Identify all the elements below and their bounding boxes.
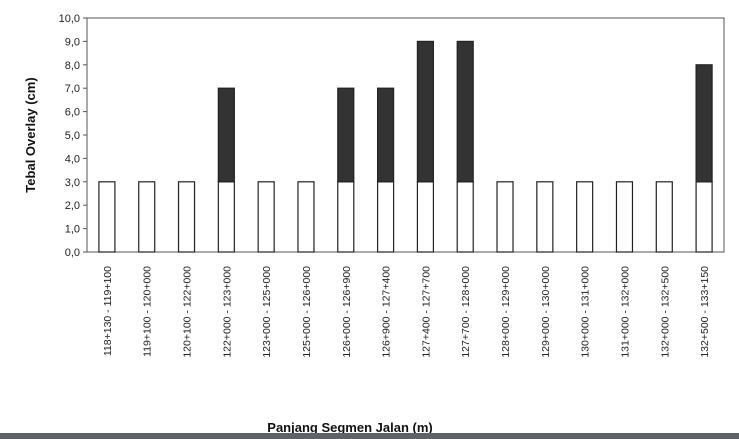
y-tick-label: 3,0	[65, 177, 80, 189]
x-tick-label: 132+500 - 133+150	[699, 266, 711, 358]
x-tick-label: 128+000 - 129+000	[500, 266, 512, 358]
bar-segment-base	[337, 181, 355, 253]
bar-segment-overlay	[695, 64, 713, 183]
x-tick-label: 123+000 - 125+000	[261, 266, 273, 358]
x-tick-label: 122+000 - 123+000	[221, 266, 233, 358]
y-tick-label: 5,0	[65, 130, 80, 142]
bar-segment-base	[576, 181, 594, 253]
bar-segment-overlay	[217, 87, 235, 183]
bar-segment-overlay	[337, 87, 355, 183]
bar-segment-base	[98, 181, 116, 253]
bar-segment-base	[257, 181, 275, 253]
x-tick-label: 119+100 - 120+000	[142, 266, 154, 357]
x-tick-label: 131+000 - 132+000	[619, 266, 631, 358]
x-tick-label: 127+700 - 128+000	[460, 266, 472, 358]
x-tick-label: 127+400 - 127+700	[420, 266, 432, 358]
x-tick-label: 130+000 - 131+000	[580, 266, 592, 358]
y-tick-label: 7,0	[65, 83, 80, 95]
x-tick-label: 132+000 - 132+500	[659, 266, 671, 358]
bar-segment-overlay	[416, 40, 435, 183]
y-tick-label: 0,0	[65, 247, 80, 259]
y-axis-title: Tebal Overlay (cm)	[23, 77, 38, 192]
bar-segment-base	[615, 181, 634, 253]
x-tick-label: 126+000 - 126+900	[341, 266, 353, 358]
bar-segment-base	[655, 181, 673, 253]
bar-segment-base	[138, 181, 156, 253]
bottom-edge-bar	[0, 433, 739, 439]
x-axis: 118+130 - 119+100 119+100 - 120+000 120+10…	[102, 266, 711, 358]
y-tick-label: 4,0	[65, 153, 80, 165]
y-tick-label: 10,0	[59, 13, 80, 25]
bar-segment-overlay	[456, 40, 474, 183]
y-tick-label: 8,0	[65, 60, 80, 72]
x-axis-title: Panjang Segmen Jalan (m)	[267, 420, 432, 435]
bar-segment-overlay	[376, 87, 395, 183]
bar-segment-base	[695, 181, 713, 253]
y-tick-label: 9,0	[65, 36, 80, 48]
y-tick-label: 6,0	[65, 107, 80, 119]
bar-segment-base	[177, 181, 196, 253]
bar-segment-base	[496, 181, 514, 253]
bar-segment-base	[297, 181, 315, 253]
y-axis: 0,0 1,0 2,0 3,0 4,0 5,0 6,0 7,0 8,0 9,0 10,0	[59, 13, 87, 259]
bar-segment-base	[376, 181, 395, 253]
y-tick-label: 1,0	[65, 224, 80, 236]
bar-segment-base	[456, 181, 474, 253]
x-tick-label: 126+900 - 127+400	[381, 266, 393, 358]
x-tick-label: 125+000 - 126+000	[301, 266, 313, 358]
bar-segment-base	[416, 181, 435, 253]
y-tick-label: 2,0	[65, 200, 80, 212]
bar-segment-base	[536, 181, 554, 253]
bar-segment-base	[217, 181, 235, 253]
bars	[98, 40, 713, 253]
x-tick-label: 129+000 - 130+000	[540, 266, 552, 358]
x-tick-label: 118+130 - 119+100	[102, 266, 114, 356]
x-tick-label: 120+100 - 122+000	[182, 266, 194, 358]
